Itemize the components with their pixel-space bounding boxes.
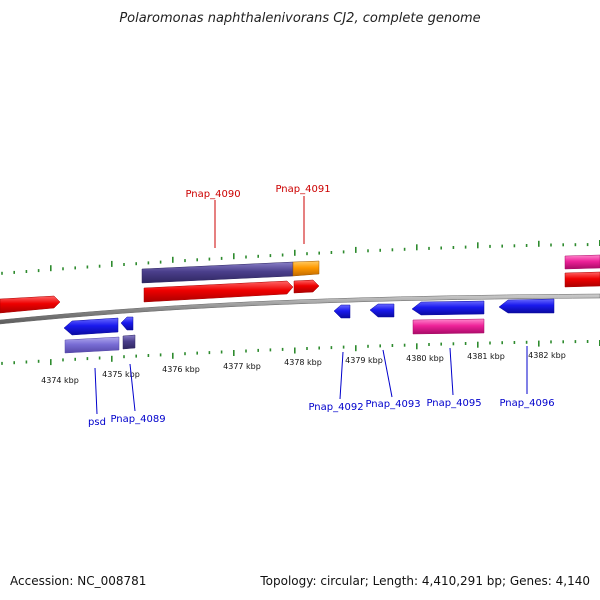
leader-line-pnap-4095 (449, 347, 454, 396)
gene-label-psd[interactable]: psd (88, 417, 106, 428)
gene-label-pnap-4093[interactable]: Pnap_4093 (365, 399, 420, 410)
gene-arrow-right-edge[interactable] (564, 271, 600, 288)
kbp-label: 4375 kbp (102, 370, 140, 379)
gene-label-pnap-4096[interactable]: Pnap_4096 (499, 398, 554, 409)
gene-label-pnap-4090[interactable]: Pnap_4090 (185, 189, 240, 200)
kbp-label: 4381 kbp (467, 352, 505, 361)
cds-feature-pnap-4095[interactable] (412, 318, 485, 335)
kbp-label: 4376 kbp (162, 365, 200, 374)
gene-arrow-pnap-4091[interactable] (293, 279, 320, 294)
gene-label-pnap-4092[interactable]: Pnap_4092 (308, 402, 363, 413)
kbp-label: 4378 kbp (284, 358, 322, 367)
kbp-label: 4374 kbp (41, 376, 79, 385)
gene-arrow-pnap-4096[interactable] (498, 298, 555, 314)
cds-feature-pnap-4090[interactable] (141, 261, 294, 284)
gene-label-pnap-4089[interactable]: Pnap_4089 (110, 414, 165, 425)
gene-arrow-pnap-4089[interactable] (120, 316, 134, 331)
kbp-label: 4377 kbp (223, 362, 261, 371)
genome-title: Polaromonas naphthalenivorans CJ2, compl… (119, 11, 480, 26)
cds-feature-right[interactable] (564, 254, 600, 270)
cds-feature-pnap-4091[interactable] (292, 260, 320, 277)
gene-arrow-left-edge[interactable] (0, 295, 61, 314)
cds-feature-psd[interactable] (64, 336, 120, 354)
gene-arrow-pnap-4090[interactable] (143, 280, 294, 303)
leader-line-pnap-4093 (382, 349, 393, 398)
gene-label-pnap-4091[interactable]: Pnap_4091 (275, 184, 330, 195)
genome-backbone (0, 293, 600, 325)
gene-arrow-pnap-4092[interactable] (333, 304, 351, 319)
genome-summary-text: Topology: circular; Length: 4,410,291 bp… (260, 574, 590, 588)
accession-text: Accession: NC_008781 (10, 574, 147, 588)
leader-lines (94, 196, 528, 415)
gene-arrow-psd[interactable] (63, 317, 119, 336)
leader-line-pnap-4089 (129, 363, 136, 412)
kbp-label: 4379 kbp (345, 356, 383, 365)
cds-feature-pnap-4089[interactable] (122, 334, 136, 350)
leader-line-psd (94, 367, 98, 415)
kbp-label: 4380 kbp (406, 354, 444, 363)
kbp-label: 4382 kbp (528, 351, 566, 360)
gene-arrow-pnap-4093[interactable] (369, 303, 395, 318)
leader-line-pnap-4092 (339, 351, 344, 400)
gene-label-pnap-4095[interactable]: Pnap_4095 (426, 398, 481, 409)
gene-arrow-pnap-4095[interactable] (411, 300, 485, 316)
